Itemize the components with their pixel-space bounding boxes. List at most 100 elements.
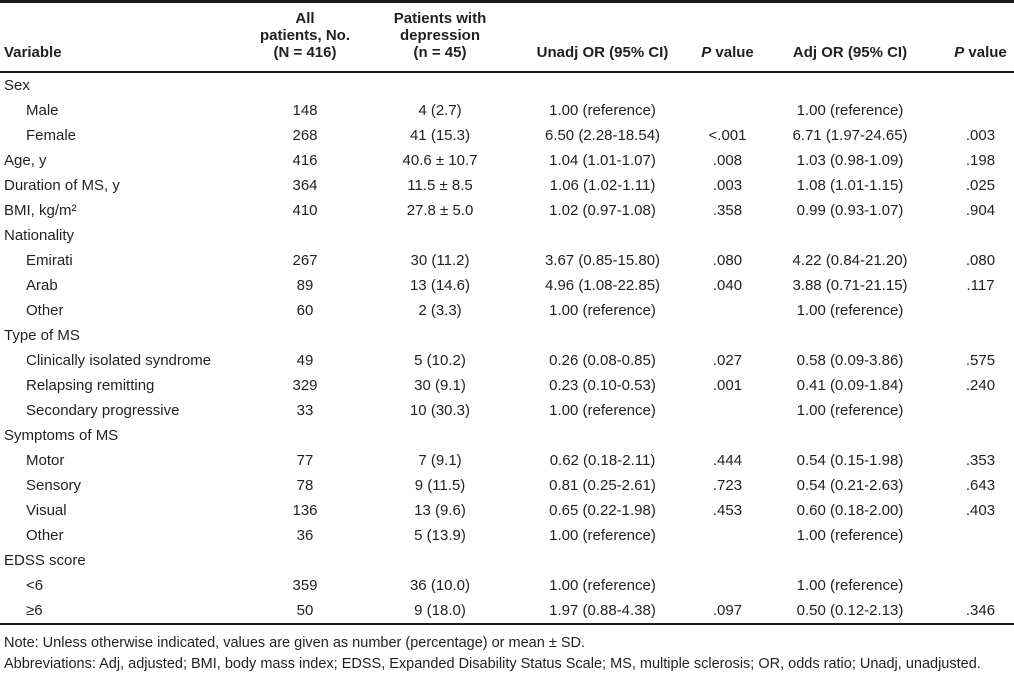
row-value: 1.03 (0.98-1.09) bbox=[796, 152, 904, 169]
row-value bbox=[935, 298, 1014, 323]
row-value: .008 bbox=[712, 152, 743, 169]
column-header-p-value-adj: P value bbox=[935, 1, 1014, 73]
row-value bbox=[765, 423, 935, 448]
row-label: Type of MS bbox=[4, 327, 80, 344]
row-value: 416 bbox=[292, 152, 318, 169]
header-line: (n = 45) bbox=[413, 44, 467, 61]
row-value bbox=[690, 573, 765, 598]
row-value: .240 bbox=[965, 377, 996, 394]
row-value: 0.54 (0.15-1.98) bbox=[796, 452, 904, 469]
row-value: .904 bbox=[965, 202, 996, 219]
row-value: 0.99 (0.93-1.07) bbox=[796, 202, 904, 219]
row-value: .723 bbox=[712, 477, 743, 494]
row-value bbox=[690, 298, 765, 323]
column-header-adj-or: Adj OR (95% CI) bbox=[765, 1, 935, 73]
row-value: .097 bbox=[690, 598, 765, 625]
row-label: Sensory bbox=[26, 477, 82, 494]
row-value: 89 bbox=[296, 277, 314, 294]
row-value: 1.08 (1.01-1.15) bbox=[796, 177, 904, 194]
table-row: Male 148 4 (2.7) 1.00 (reference) 1.00 (refe… bbox=[0, 98, 1014, 123]
row-value: 77 bbox=[296, 452, 314, 469]
table-row: Emirati 267 30 (11.2) 3.67 (0.85-15.80) .080… bbox=[0, 248, 1014, 273]
row-value: 9 (18.0) bbox=[365, 598, 515, 625]
row-value: 3.88 (0.71-21.15) bbox=[792, 277, 908, 294]
row-value: 1.00 (reference) bbox=[796, 302, 904, 319]
row-value: 1.00 (reference) bbox=[796, 577, 904, 594]
row-value: 1.04 (1.01-1.07) bbox=[549, 152, 656, 169]
row-value bbox=[245, 223, 365, 248]
row-label: Emirati bbox=[26, 252, 73, 269]
row-value: 33 bbox=[296, 402, 314, 419]
row-value: .040 bbox=[712, 277, 743, 294]
row-value: 1.00 (reference) bbox=[549, 302, 656, 319]
row-value: 36 (10.0) bbox=[409, 577, 471, 594]
row-value: 36 bbox=[296, 527, 314, 544]
row-value: 78 bbox=[296, 477, 314, 494]
note-text: Note: Unless otherwise indicated, values… bbox=[4, 635, 585, 651]
row-value bbox=[935, 72, 1014, 98]
row-value: 6.71 (1.97-24.65) bbox=[792, 127, 908, 144]
abbreviations-text: Abbreviations: Adj, adjusted; BMI, body … bbox=[4, 656, 981, 672]
column-header-p-value-unadj: P value bbox=[690, 1, 765, 73]
header-row: Variable All patients, No. (N = 416) Pat… bbox=[0, 1, 1014, 73]
row-value: .358 bbox=[712, 202, 743, 219]
row-label: ≥6 bbox=[0, 598, 245, 625]
row-value bbox=[765, 223, 935, 248]
statistics-table: Variable All patients, No. (N = 416) Pat… bbox=[0, 0, 1014, 625]
table-row: BMI, kg/m² 410 27.8 ± 5.0 1.02 (0.97-1.08).… bbox=[0, 198, 1014, 223]
row-label: Clinically isolated syndrome bbox=[26, 352, 212, 369]
row-value bbox=[245, 548, 365, 573]
row-value bbox=[365, 423, 515, 448]
row-value: 7 (9.1) bbox=[418, 452, 462, 469]
row-label: Age, y bbox=[4, 152, 47, 169]
table-row: Clinically isolated syndrome 49 5 (10.2) 0.… bbox=[0, 348, 1014, 373]
row-value: 1.00 (reference) bbox=[549, 402, 656, 419]
row-value: 4.22 (0.84-21.20) bbox=[792, 252, 908, 269]
row-value: 1.00 (reference) bbox=[796, 102, 904, 119]
table-row: <6 359 36 (10.0) 1.00 (reference) 1.00 (refe… bbox=[0, 573, 1014, 598]
row-value: .027 bbox=[712, 352, 743, 369]
row-label: Motor bbox=[26, 452, 65, 469]
row-value: 0.58 (0.09-3.86) bbox=[796, 352, 904, 369]
p-italic: P bbox=[954, 44, 965, 61]
row-value: 148 bbox=[292, 102, 318, 119]
header-line: depression bbox=[399, 27, 481, 44]
table-row: Sensory 78 9 (11.5) 0.81 (0.25-2.61) .723 0.5… bbox=[0, 473, 1014, 498]
row-label: Male bbox=[26, 102, 59, 119]
row-value: 359 bbox=[292, 577, 318, 594]
row-value bbox=[935, 423, 1014, 448]
row-value: 3.67 (0.85-15.80) bbox=[544, 252, 661, 269]
row-value: 410 bbox=[292, 202, 318, 219]
row-label: Other bbox=[26, 302, 64, 319]
header-line: All bbox=[295, 10, 315, 27]
row-value: 0.23 (0.10-0.53) bbox=[549, 377, 656, 394]
row-value: 0.81 (0.25-2.61) bbox=[549, 477, 656, 494]
row-value bbox=[935, 98, 1014, 123]
table-notes: Note: Unless otherwise indicated, values… bbox=[0, 625, 1014, 675]
row-value: 9 (11.5) bbox=[414, 477, 466, 494]
table-row: Secondary progressive 33 10 (30.3) 1.00 (re… bbox=[0, 398, 1014, 423]
group-row: EDSS score bbox=[0, 548, 1014, 573]
row-value: 0.54 (0.21-2.63) bbox=[796, 477, 904, 494]
table-row: Other 36 5 (13.9) 1.00 (reference) 1.00 (ref… bbox=[0, 523, 1014, 548]
row-value bbox=[765, 72, 935, 98]
row-value: 1.02 (0.97-1.08) bbox=[549, 202, 656, 219]
row-value bbox=[765, 323, 935, 348]
row-label: Secondary progressive bbox=[26, 402, 180, 419]
p-italic: P bbox=[701, 44, 712, 61]
row-value bbox=[935, 548, 1014, 573]
row-value: 4 (2.7) bbox=[418, 102, 462, 119]
row-value: .353 bbox=[965, 452, 996, 469]
group-row: Symptoms of MS bbox=[0, 423, 1014, 448]
row-value bbox=[935, 523, 1014, 548]
row-value: 1.06 (1.02-1.11) bbox=[549, 177, 656, 194]
table-row: Other 60 2 (3.3) 1.00 (reference) 1.00 (refe… bbox=[0, 298, 1014, 323]
row-value: 136 bbox=[292, 502, 318, 519]
row-value bbox=[765, 548, 935, 573]
header-line: patients, No. bbox=[259, 27, 350, 44]
group-row: Sex bbox=[0, 72, 1014, 98]
group-row: Nationality bbox=[0, 223, 1014, 248]
row-value: 40.6 ± 10.7 bbox=[402, 152, 478, 169]
row-value bbox=[515, 548, 690, 573]
row-value: 1.00 (reference) bbox=[549, 102, 656, 119]
